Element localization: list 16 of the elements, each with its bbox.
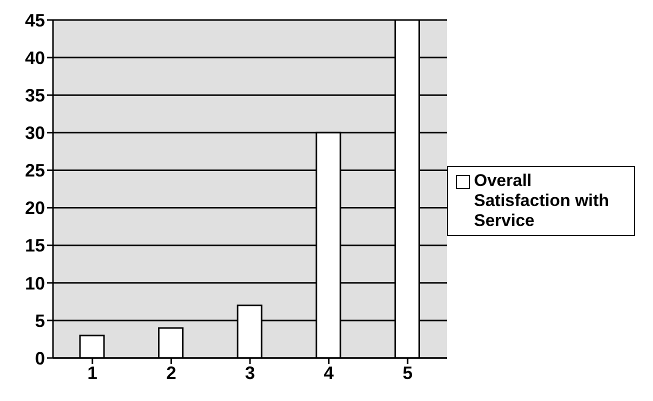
y-tick-label: 30 <box>24 123 45 144</box>
y-tick-label: 5 <box>34 310 45 331</box>
x-tick-label: 4 <box>324 362 334 383</box>
y-tick-label: 45 <box>24 10 45 30</box>
y-tick-label: 20 <box>24 198 45 218</box>
x-tick-label: 5 <box>402 362 413 383</box>
y-tick-label: 25 <box>24 160 45 181</box>
y-tick-label: 40 <box>24 48 45 68</box>
x-tick-label: 1 <box>87 362 98 383</box>
y-tick-label: 10 <box>24 273 45 294</box>
y-tick-label: 15 <box>24 236 45 256</box>
x-tick-label: 2 <box>166 362 176 383</box>
y-tick-label: 35 <box>24 86 45 106</box>
x-tick-label: 3 <box>244 362 256 383</box>
y-tick-label: 0 <box>34 348 45 368</box>
legend-label: Overall Satisfaction with Service <box>474 170 610 230</box>
